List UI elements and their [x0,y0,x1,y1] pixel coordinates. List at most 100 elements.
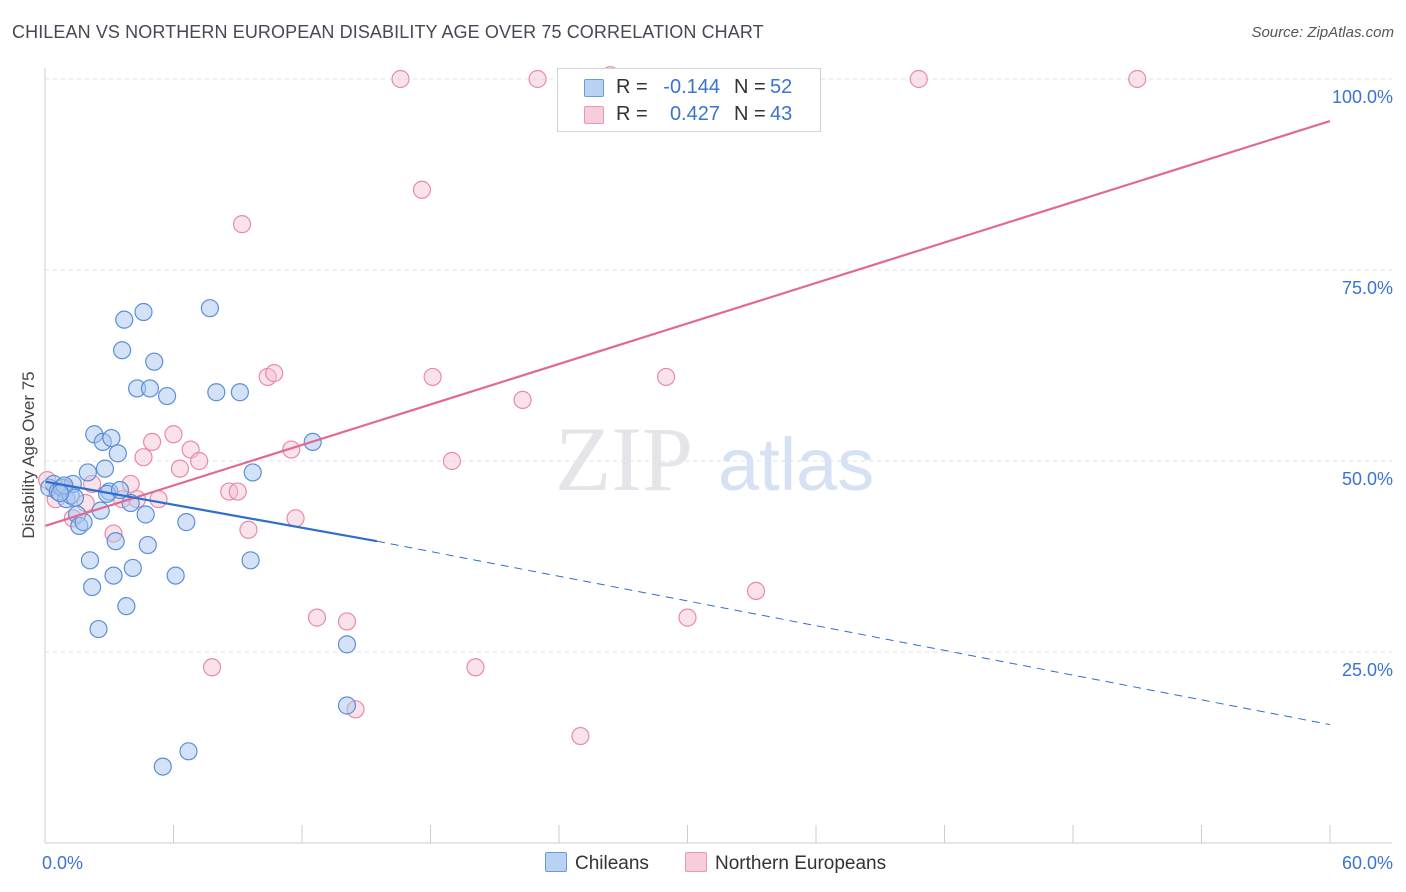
x-tick-label-max: 60.0% [1342,853,1393,873]
northern-european-point [286,509,305,528]
watermark-zip: ZIP [555,408,693,510]
chilean-point [179,742,198,761]
bottom-legend-swatch-northern [685,852,707,872]
northern-european-point [909,69,928,89]
northern-european-point [466,658,485,677]
northern-european-point [307,608,327,627]
northern-european-point [190,451,209,471]
bottom-legend-chileans[interactable]: Chileans [545,852,649,875]
y-tick-label: 25.0% [1342,660,1393,680]
chilean-trend-extension [376,540,1331,726]
chilean-point [115,310,134,329]
northern-european-point [571,726,590,746]
northern-european-point [134,448,153,467]
legend-swatch-northern [584,106,604,124]
legend-n-label: N = [734,103,766,125]
chilean-point [241,551,260,570]
legend-r-value-northern: 0.427 [669,103,720,125]
northern-european-point [746,581,766,600]
legend-r-label: R = [616,76,648,98]
chilean-point [140,379,160,398]
bottom-legend-northern[interactable]: Northern Europeans [685,852,886,875]
northern-european-point [282,440,301,459]
northern-european-point [142,432,162,451]
watermark-atlas: atlas [718,423,874,506]
chilean-point [138,535,157,555]
chilean-point [102,428,121,448]
watermark: ZIP atlas [555,408,874,510]
northern-european-point [164,425,183,444]
northern-european-point [1128,69,1147,89]
chilean-point [95,459,115,478]
y-axis-title: Disability Age Over 75 [19,371,38,538]
legend-n-value-chileans: 52 [770,76,793,98]
bottom-legend-label-northern: Northern Europeans [715,853,887,874]
chilean-points [40,299,357,776]
chilean-point [117,597,136,616]
chilean-trend-line [44,480,378,543]
chilean-point [337,696,357,715]
chilean-point [177,513,196,532]
northern-european-point [239,520,258,539]
chilean-point [106,532,125,551]
chilean-point [89,619,108,639]
northern-european-points [38,66,1147,746]
legend-swatch-chileans [584,79,604,97]
northern-european-point [656,367,676,387]
stats-legend: R = -0.144 N = 52 R = 0.427 N = 43 [557,68,821,132]
northern-european-point [513,390,532,409]
northern-european-point [423,367,442,387]
chilean-point [112,341,132,360]
northern-european-point [678,608,697,627]
x-tick-label-min: 0.0% [42,853,83,873]
source-label: Source: ZipAtlas.com [1251,24,1394,41]
legend-n-value-northern: 43 [770,103,793,125]
chilean-point [200,299,220,318]
northern-european-point [228,482,247,501]
chilean-point [78,463,97,482]
chilean-point [83,577,102,597]
northern-european-point [202,658,222,677]
chilean-point [207,383,226,402]
chilean-point [136,505,155,524]
chilean-point [243,463,262,482]
bottom-legend-label-chileans: Chileans [575,853,649,874]
chilean-point [104,566,123,585]
bottom-legend-swatch-chileans [545,852,567,872]
y-tick-label: 100.0% [1332,87,1393,107]
chilean-point [145,352,164,371]
chilean-point [50,483,70,503]
northern-european-point [149,490,168,509]
chilean-point [337,635,357,654]
legend-row-northern: R = 0.427 N = 43 [558,101,820,127]
legend-n-label: N = [734,76,766,98]
northern-european-point [391,69,410,89]
chilean-point [166,566,185,585]
y-tick-label: 75.0% [1342,278,1393,298]
northern-european-point [232,215,252,234]
northern-european-point [265,364,284,383]
northern-european-point [170,459,190,478]
chilean-point [65,488,85,507]
y-tick-label: 50.0% [1342,469,1393,489]
legend-r-label: R = [616,103,648,125]
chilean-point [153,757,172,776]
axis-layer: 25.0% 50.0% 75.0% 100.0% 0.0% 60.0% [42,68,1393,873]
northern-european-point [442,451,462,471]
northern-european-point [528,69,547,89]
legend-r-value-chileans: -0.144 [663,76,720,98]
northern-european-point [412,180,432,199]
chilean-point [157,386,177,406]
chilean-point [230,383,249,402]
northern-european-point [337,612,357,631]
grid-layer [45,78,1392,653]
chilean-point [123,558,142,578]
trend-lines [44,119,1331,726]
northern-trend-line [44,119,1331,527]
chilean-point [134,302,153,322]
legend-row-chileans: R = -0.144 N = 52 [558,74,820,100]
chart-title: CHILEAN VS NORTHERN EUROPEAN DISABILITY … [12,22,764,42]
chilean-point [80,551,100,570]
chilean-point [108,444,127,463]
